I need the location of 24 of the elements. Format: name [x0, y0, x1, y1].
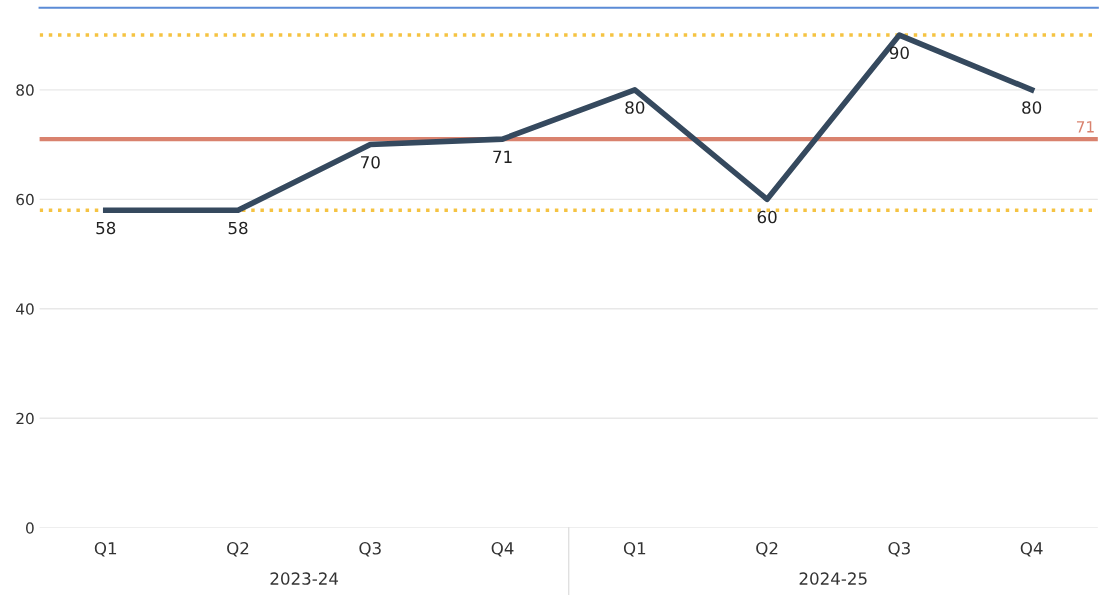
data-label: 58 — [96, 221, 116, 235]
x-tick-label: Q4 — [491, 541, 514, 557]
x-tick-label: Q4 — [1020, 541, 1043, 557]
x-tick-label: Q3 — [888, 541, 910, 557]
text: 2024-25 — [799, 572, 867, 585]
y-tick-label: 40 — [16, 303, 34, 315]
y-tick-label: 0 — [26, 522, 34, 534]
x-tick-label: Q3 — [359, 541, 381, 557]
data-label: 80 — [1022, 101, 1042, 114]
ref-line-label: 71 — [1076, 121, 1094, 133]
data-label: 80 — [625, 101, 645, 114]
data-label: 58 — [228, 221, 248, 235]
text: 2023-24 — [270, 572, 339, 585]
data-label: 90 — [889, 46, 909, 60]
x-tick-label: Q2 — [756, 541, 778, 557]
x-tick-label: Q1 — [623, 541, 646, 557]
y-tick-label: 60 — [16, 193, 34, 206]
y-tick-label: 80 — [16, 84, 34, 96]
data-label: 70 — [361, 155, 380, 169]
x-tick-label: Q2 — [227, 541, 249, 557]
y-tick-label: 20 — [16, 412, 34, 425]
data-label: 60 — [757, 210, 777, 224]
x-tick-label: Q1 — [94, 541, 117, 557]
data-label: 71 — [493, 150, 512, 163]
